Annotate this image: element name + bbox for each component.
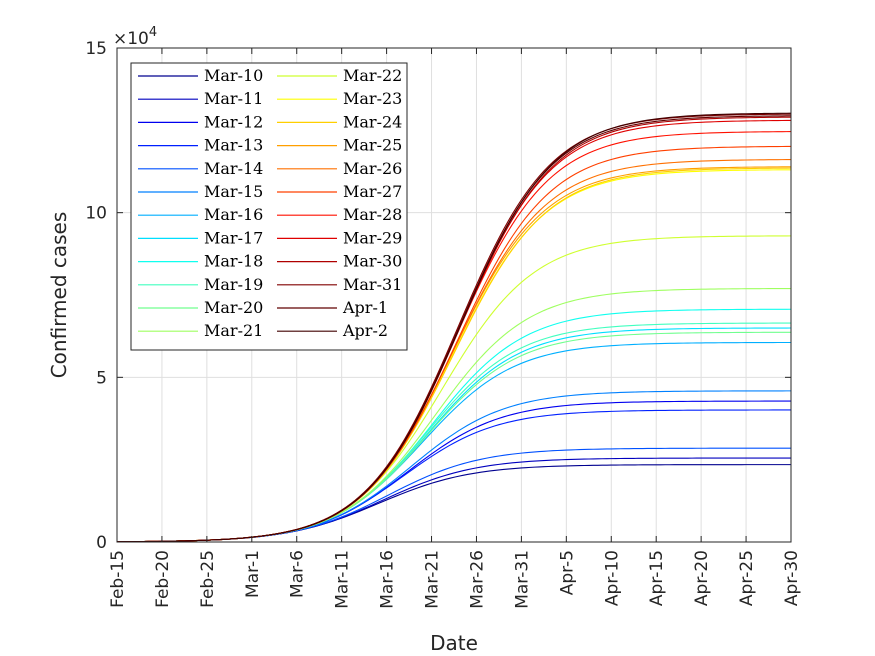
legend-label: Mar-28	[343, 205, 402, 224]
series-line-Apr-2	[116, 112, 792, 543]
legend-label: Mar-17	[204, 228, 263, 247]
legend-label: Mar-27	[343, 182, 402, 201]
x-tick-label: Mar-11	[333, 550, 353, 609]
y-tick-label: 0	[96, 533, 107, 553]
y-tick-label: 10	[85, 204, 107, 224]
y-tick-label: 15	[85, 39, 107, 59]
x-tick-label: Feb-20	[153, 550, 173, 608]
legend-label: Mar-31	[343, 275, 402, 294]
x-tick-label: Mar-21	[423, 550, 443, 609]
x-tick-label: Apr-30	[782, 550, 802, 606]
legend-label: Mar-18	[204, 252, 263, 271]
legend-label: Mar-16	[204, 205, 263, 224]
legend-label: Mar-10	[204, 66, 263, 85]
x-tick-label: Apr-15	[647, 550, 667, 606]
x-tick-label: Mar-6	[288, 550, 308, 598]
x-axis: Feb-15 Feb-20 Feb-25 Mar-1 Mar-6 Mar-11 Mar-16…	[108, 48, 802, 609]
x-tick-label: Apr-20	[692, 550, 712, 606]
legend-label: Mar-26	[343, 159, 402, 178]
legend-label: Apr-1	[342, 298, 388, 317]
legend-box	[130, 62, 408, 351]
legend-label: Mar-23	[343, 89, 402, 108]
legend-label: Mar-21	[204, 321, 263, 340]
series-lines	[116, 112, 792, 543]
legend: Mar-10 Mar-11 Mar-12 Mar-13 Mar-14 Mar-15 Mar-…	[130, 62, 408, 351]
y-tick-label: 5	[96, 368, 107, 388]
x-tick-label: Feb-15	[108, 550, 128, 608]
legend-label: Mar-24	[343, 112, 402, 131]
x-tick-label: Feb-25	[198, 550, 218, 608]
legend-label: Mar-13	[204, 136, 263, 155]
x-tick-label: Mar-16	[378, 550, 398, 609]
plot-frame	[116, 47, 792, 543]
y-exponent-label: ×104	[113, 25, 157, 49]
legend-label: Mar-12	[204, 112, 263, 131]
y-axis-label: Confirmed cases	[47, 212, 71, 379]
x-tick-label: Apr-5	[557, 550, 577, 595]
x-tick-label: Apr-25	[737, 550, 757, 606]
x-axis-label: Date	[430, 631, 478, 655]
legend-label: Mar-25	[343, 136, 402, 155]
legend-label: Mar-30	[343, 252, 402, 271]
legend-label: Mar-19	[204, 275, 263, 294]
legend-label: Mar-29	[343, 228, 402, 247]
x-tick-label: Mar-1	[243, 550, 263, 598]
x-tick-label: Mar-26	[467, 550, 487, 609]
legend-label: Apr-2	[342, 321, 388, 340]
legend-label: Mar-15	[204, 182, 263, 201]
x-tick-label: Mar-31	[512, 550, 532, 609]
x-tick-label: Apr-10	[602, 550, 622, 606]
legend-label: Mar-14	[204, 159, 263, 178]
y-axis: 0 5 10 15	[85, 39, 791, 553]
legend-label: Mar-22	[343, 66, 402, 85]
legend-label: Mar-20	[204, 298, 263, 317]
legend-label: Mar-11	[204, 89, 263, 108]
